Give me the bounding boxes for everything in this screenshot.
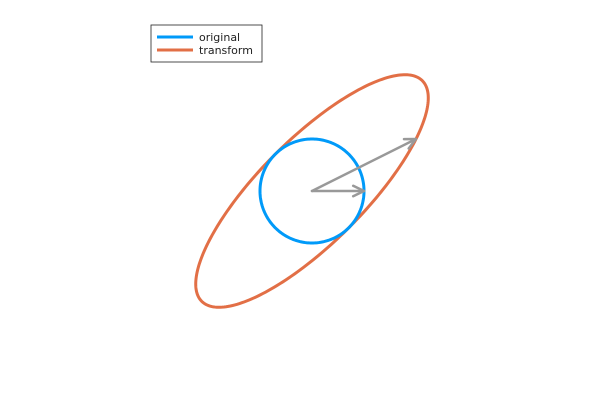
legend-box (150, 24, 263, 63)
vector-arrow-1 (310, 184, 366, 198)
legend-label-transform: transform (199, 44, 253, 57)
legend: original transform (150, 24, 263, 63)
legend-label-original: original (199, 31, 240, 44)
series-original (258, 137, 366, 245)
plot-area (194, 73, 430, 309)
vector-arrow-2 (310, 137, 418, 193)
series-transform (194, 73, 430, 309)
